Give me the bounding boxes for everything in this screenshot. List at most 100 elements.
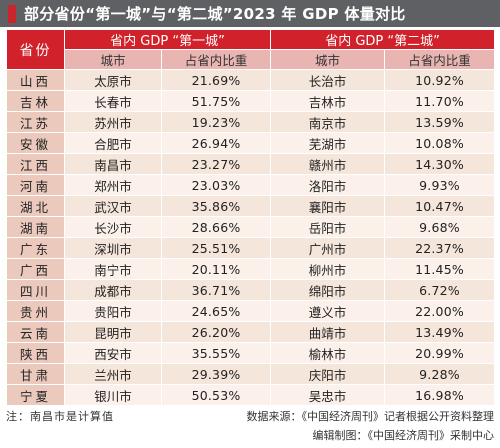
province-cell: 河南 <box>6 174 65 196</box>
second-city-cell: 长治市 <box>270 69 386 91</box>
editor-credit: 编辑制图：《中国经济周刊》采制中心 <box>312 429 495 442</box>
province-cell: 广西 <box>6 258 65 280</box>
data-source: 数据来源：《中国经济周刊》记者根据公开资料整理 <box>246 410 495 423</box>
second-share-cell: 22.37% <box>384 237 496 259</box>
second-city-cell: 赣州市 <box>270 153 386 175</box>
province-cell: 云南 <box>6 321 65 343</box>
second-share-cell: 13.49% <box>384 321 496 343</box>
second-city-cell: 绵阳市 <box>270 279 386 301</box>
first-city-cell: 太原市 <box>64 69 162 91</box>
first-city-cell: 成都市 <box>64 279 162 301</box>
first-share-header: 占省内比重 <box>160 49 272 70</box>
second-share-cell: 14.30% <box>384 153 496 175</box>
table-row: 江西 南昌市 23.27% 赣州市 14.30% <box>6 153 496 175</box>
second-city-cell: 柳州市 <box>270 258 386 280</box>
second-share-header: 占省内比重 <box>384 49 496 70</box>
second-city-cell: 洛阳市 <box>270 174 386 196</box>
first-city-cell: 贵阳市 <box>64 300 162 322</box>
first-city-cell: 郑州市 <box>64 174 162 196</box>
province-cell: 山西 <box>6 69 65 91</box>
first-city-cell: 南昌市 <box>64 153 162 175</box>
second-share-cell: 22.00% <box>384 300 496 322</box>
first-share-cell: 51.75% <box>160 90 272 112</box>
first-city-cell: 昆明市 <box>64 321 162 343</box>
second-share-cell: 11.70% <box>384 90 496 112</box>
table-row: 云南 昆明市 26.20% 曲靖市 13.49% <box>6 321 496 343</box>
first-city-cell: 兰州市 <box>64 363 162 385</box>
first-share-cell: 35.55% <box>160 342 272 364</box>
title-accent-mark <box>8 4 16 23</box>
first-share-cell: 26.20% <box>160 321 272 343</box>
table-row: 江苏 苏州市 19.23% 南京市 13.59% <box>6 111 496 133</box>
province-cell: 宁夏 <box>6 384 65 406</box>
second-city-group-header: 省内 GDP “第二城” <box>270 29 496 50</box>
first-share-cell: 29.39% <box>160 363 272 385</box>
second-share-cell: 10.92% <box>384 69 496 91</box>
province-cell: 湖南 <box>6 216 65 238</box>
first-city-cell: 苏州市 <box>64 111 162 133</box>
first-share-cell: 26.94% <box>160 132 272 154</box>
second-share-cell: 20.99% <box>384 342 496 364</box>
first-city-header: 城市 <box>64 49 162 70</box>
second-city-cell: 庆阳市 <box>270 363 386 385</box>
first-city-group-header: 省内 GDP “第一城” <box>63 29 272 50</box>
second-share-cell: 9.68% <box>384 216 496 238</box>
footer: 注：南昌市是计算值 数据来源：《中国经济周刊》记者根据公开资料整理 编辑制图：《… <box>6 405 494 445</box>
second-city-cell: 南京市 <box>270 111 386 133</box>
second-city-cell: 岳阳市 <box>270 216 386 238</box>
second-city-cell: 吴忠市 <box>270 384 386 406</box>
first-share-cell: 28.66% <box>160 216 272 238</box>
first-city-cell: 长春市 <box>64 90 162 112</box>
first-city-cell: 南宁市 <box>64 258 162 280</box>
province-cell: 江西 <box>6 153 65 175</box>
first-city-cell: 合肥市 <box>64 132 162 154</box>
table-row: 宁夏 银川市 50.53% 吴忠市 16.98% <box>6 384 496 406</box>
province-cell: 江苏 <box>6 111 65 133</box>
first-share-cell: 35.86% <box>160 195 272 217</box>
table-row: 贵州 贵阳市 24.65% 遵义市 22.00% <box>6 300 496 322</box>
first-city-cell: 长沙市 <box>64 216 162 238</box>
first-share-cell: 20.11% <box>160 258 272 280</box>
first-share-cell: 21.69% <box>160 69 272 91</box>
first-city-cell: 银川市 <box>64 384 162 406</box>
first-share-cell: 19.23% <box>160 111 272 133</box>
province-cell: 贵州 <box>6 300 65 322</box>
second-share-cell: 9.93% <box>384 174 496 196</box>
table-row: 甘肃 兰州市 29.39% 庆阳市 9.28% <box>6 363 496 385</box>
table-row: 湖南 长沙市 28.66% 岳阳市 9.68% <box>6 216 496 238</box>
table-row: 安徽 合肥市 26.94% 芜湖市 10.08% <box>6 132 496 154</box>
province-cell: 安徽 <box>6 132 65 154</box>
title-bar: 部分省份“第一城”与“第二城”2023 年 GDP 体量对比 <box>0 0 500 27</box>
province-cell: 广东 <box>6 237 65 259</box>
table-row: 吉林 长春市 51.75% 吉林市 11.70% <box>6 90 496 112</box>
first-city-cell: 武汉市 <box>64 195 162 217</box>
table-row: 陕西 西安市 35.55% 榆林市 20.99% <box>6 342 496 364</box>
second-share-cell: 10.47% <box>384 195 496 217</box>
page-title: 部分省份“第一城”与“第二城”2023 年 GDP 体量对比 <box>24 5 406 23</box>
first-share-cell: 25.51% <box>160 237 272 259</box>
province-cell: 甘肃 <box>6 363 65 385</box>
second-city-cell: 曲靖市 <box>270 321 386 343</box>
second-share-cell: 11.45% <box>384 258 496 280</box>
province-header: 省份 <box>6 29 65 70</box>
first-city-cell: 深圳市 <box>64 237 162 259</box>
second-city-header: 城市 <box>270 49 386 70</box>
table-row: 广西 南宁市 20.11% 柳州市 11.45% <box>6 258 496 280</box>
province-cell: 湖北 <box>6 195 65 217</box>
first-share-cell: 23.27% <box>160 153 272 175</box>
province-cell: 陕西 <box>6 342 65 364</box>
second-city-cell: 榆林市 <box>270 342 386 364</box>
table-row: 广东 深圳市 25.51% 广州市 22.37% <box>6 237 496 259</box>
first-share-cell: 24.65% <box>160 300 272 322</box>
second-share-cell: 6.72% <box>384 279 496 301</box>
second-share-cell: 13.59% <box>384 111 496 133</box>
table-row: 湖北 武汉市 35.86% 襄阳市 10.47% <box>6 195 496 217</box>
second-city-cell: 遵义市 <box>270 300 386 322</box>
second-city-cell: 广州市 <box>270 237 386 259</box>
table-row: 山西 太原市 21.69% 长治市 10.92% <box>6 69 496 91</box>
first-city-cell: 西安市 <box>64 342 162 364</box>
second-share-cell: 9.28% <box>384 363 496 385</box>
province-cell: 吉林 <box>6 90 65 112</box>
second-share-cell: 16.98% <box>384 384 496 406</box>
first-share-cell: 50.53% <box>160 384 272 406</box>
